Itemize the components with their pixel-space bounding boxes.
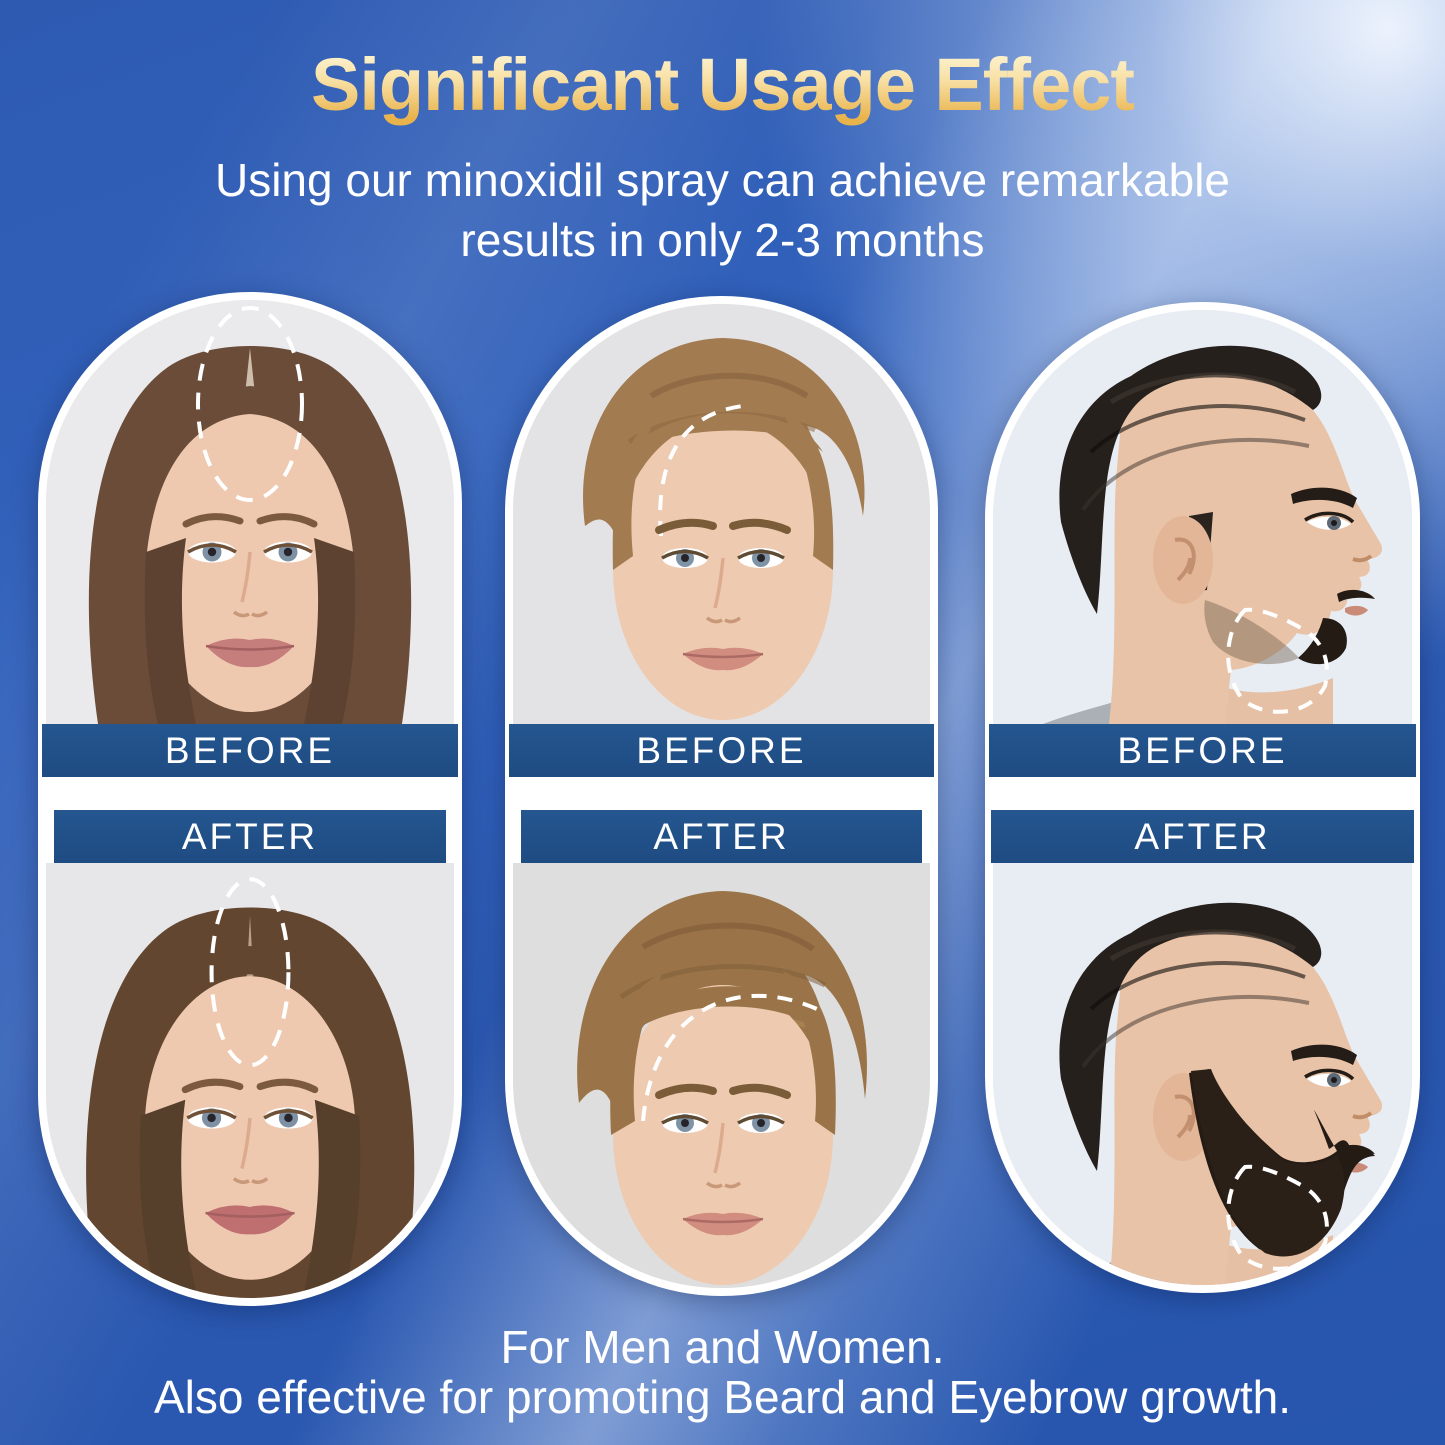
photo-man-after — [513, 863, 930, 1288]
after-label-bar: AFTER — [521, 810, 922, 863]
subtitle-line-1: Using our minoxidil spray can achieve re… — [214, 154, 1230, 206]
man-after-illustration — [513, 863, 930, 1288]
after-label-bar: AFTER — [991, 810, 1414, 863]
beard-area-outline — [1226, 1164, 1329, 1271]
before-label-bar: BEFORE — [509, 724, 934, 777]
photo-woman-after — [46, 863, 454, 1298]
footer-line-2: Also effective for promoting Beard and E… — [154, 1371, 1291, 1423]
beard-after-illustration — [993, 863, 1412, 1285]
man-before-illustration — [513, 304, 930, 724]
label-divider — [985, 777, 1420, 810]
label-divider — [38, 777, 462, 810]
after-label-bar: AFTER — [54, 810, 446, 863]
before-label-bar: BEFORE — [989, 724, 1416, 777]
subtitle: Using our minoxidil spray can achieve re… — [0, 150, 1445, 270]
before-after-panel-man-hairline: BEFORE AFTER — [505, 296, 938, 1296]
photo-beard-after — [993, 863, 1412, 1285]
woman-before-illustration — [46, 300, 454, 724]
page-title: Significant Usage Effect — [0, 42, 1445, 127]
footer-line-1: For Men and Women. — [500, 1321, 945, 1373]
woman-after-illustration — [46, 863, 454, 1298]
photo-beard-before — [993, 310, 1412, 724]
hairline-outline — [641, 993, 818, 1122]
label-divider — [505, 777, 938, 810]
beard-area-outline — [1226, 607, 1329, 714]
footer-text: For Men and Women. Also effective for pr… — [0, 1322, 1445, 1422]
photo-man-before — [513, 304, 930, 724]
beard-before-illustration — [993, 310, 1412, 724]
hairline-outline — [658, 404, 744, 537]
photo-woman-before — [46, 300, 454, 724]
before-label-bar: BEFORE — [42, 724, 458, 777]
thinning-area-outline — [196, 306, 304, 502]
before-after-panel-beard: BEFORE AFTER — [985, 302, 1420, 1293]
before-after-panel-woman: BEFORE AFTER — [38, 292, 462, 1306]
subtitle-line-2: results in only 2-3 months — [460, 214, 985, 266]
